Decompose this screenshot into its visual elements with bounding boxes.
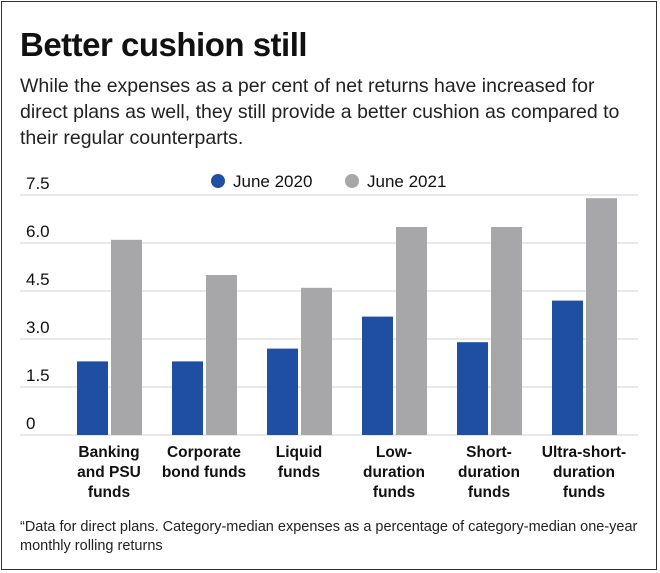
y-tick-label: 3.0 xyxy=(26,318,50,337)
x-category-label: Corporate bond funds xyxy=(162,444,246,481)
chart-subtitle: While the expenses as a per cent of net … xyxy=(20,75,620,149)
y-tick-label: 6.0 xyxy=(26,222,50,241)
x-category-label: Banking and PSU funds xyxy=(77,444,141,501)
legend-marker-june-2020 xyxy=(211,174,225,188)
x-category-label: Low-duration funds xyxy=(363,444,425,501)
bar-june-2020 xyxy=(552,300,583,435)
y-tick-label: 4.5 xyxy=(26,270,50,289)
x-category-label: Short-duration funds xyxy=(458,444,520,501)
bar-june-2021 xyxy=(586,198,617,435)
y-tick-label: 7.5 xyxy=(26,174,50,193)
legend-marker-june-2021 xyxy=(345,174,359,188)
bar-june-2020 xyxy=(267,348,298,435)
bar-june-2021 xyxy=(111,239,142,435)
bar-chart: 0 1.5 3.0 4.5 6.0 7.5 Banking and PSU funds Corpo… xyxy=(20,172,638,501)
x-category-label: Ultra-short-duration funds xyxy=(542,444,626,501)
x-category-label: Liquid funds xyxy=(276,444,323,481)
legend-label: June 2020 xyxy=(233,172,312,191)
bar-june-2021 xyxy=(396,227,427,435)
bar-june-2021 xyxy=(491,227,522,435)
bar-june-2020 xyxy=(172,361,203,435)
bar-june-2020 xyxy=(457,342,488,435)
bar-june-2020 xyxy=(362,316,393,435)
bar-june-2020 xyxy=(77,361,108,435)
legend-label: June 2021 xyxy=(367,172,446,191)
footnote: “Data for direct plans. Category-median … xyxy=(20,519,638,554)
chart-title: Better cushion still xyxy=(20,26,308,63)
bar-june-2021 xyxy=(301,287,332,435)
y-tick-label: 1.5 xyxy=(26,366,50,385)
y-tick-label: 0 xyxy=(26,414,35,433)
bar-june-2021 xyxy=(206,275,237,435)
